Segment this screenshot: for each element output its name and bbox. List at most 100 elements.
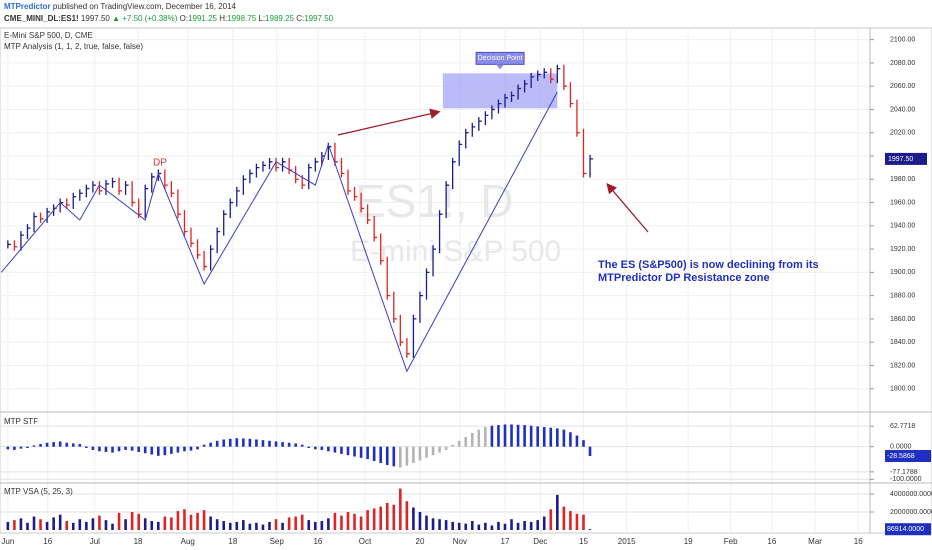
column (405, 501, 409, 530)
column (202, 444, 206, 447)
column (582, 514, 585, 530)
column (333, 446, 337, 453)
ohlc-key: C: (296, 14, 304, 23)
x-tick-label: Jun (1, 537, 14, 546)
column (39, 444, 42, 447)
y-tick-label: 2080.00 (890, 60, 915, 67)
y-tick-label: 1900.00 (890, 269, 915, 276)
column (320, 446, 324, 450)
column (71, 522, 75, 530)
column (39, 519, 42, 530)
column (346, 446, 350, 456)
price-bar (39, 212, 44, 223)
price-bar (334, 142, 338, 166)
column (137, 513, 140, 530)
column (549, 427, 553, 447)
column (490, 425, 494, 447)
y-tick-label: 1860.00 (890, 316, 915, 323)
column (111, 523, 114, 530)
ohlc-key: O: (180, 14, 188, 23)
watermark: E-mini S&P 500 (350, 235, 561, 268)
last-value: 86914.0000 (887, 526, 924, 533)
column (405, 446, 409, 466)
column (248, 438, 252, 447)
column (542, 516, 546, 530)
price-bar (497, 99, 502, 114)
column (588, 446, 592, 457)
price-bar (537, 70, 541, 81)
column (58, 441, 62, 447)
last-value-box (885, 450, 931, 463)
x-tick-label: 18 (134, 537, 143, 546)
price-bar (366, 204, 371, 224)
column (385, 503, 389, 530)
author: MTPredictor (4, 2, 51, 11)
column (300, 444, 304, 447)
column (26, 446, 29, 448)
arrow (337, 108, 441, 136)
price-bar (249, 169, 253, 184)
price-bar (523, 79, 528, 93)
column (274, 519, 278, 530)
column (255, 439, 258, 447)
price-bar (196, 239, 201, 259)
column (268, 521, 271, 530)
quote-line: CME_MINI_DL:ES1! 1997.50 ▲ +7.50 (+0.38%… (4, 14, 334, 23)
chart-subtitle: MTP Analysis (1, 1, 2, true, false, fals… (4, 42, 143, 51)
price-bar (177, 189, 181, 219)
column (222, 439, 226, 447)
price-bar (425, 268, 430, 300)
column (549, 509, 553, 530)
price-bar (295, 165, 299, 184)
ohlc-value: 1991.25 (188, 14, 217, 23)
column (13, 446, 16, 450)
column (32, 445, 36, 447)
column (497, 521, 500, 530)
x-tick-label: Mar (808, 537, 822, 546)
price-bar (438, 210, 443, 254)
price-bar (412, 314, 417, 358)
price-bar (66, 198, 70, 209)
column (327, 446, 330, 452)
x-tick-label: Aug (181, 537, 195, 546)
y-tick-label: -77.1788 (890, 469, 918, 476)
price-bar (491, 105, 495, 120)
column (150, 521, 154, 530)
column (385, 446, 389, 465)
price-bar (314, 157, 319, 172)
note: The ES (S&P500) is now declining from it… (598, 259, 819, 271)
column (242, 520, 245, 530)
column (438, 519, 441, 530)
price-bar (131, 181, 136, 207)
price-bar (373, 216, 378, 242)
price-bar (118, 177, 123, 195)
price-bar (209, 245, 214, 271)
column (425, 515, 428, 530)
column (484, 427, 487, 447)
column (65, 521, 69, 530)
x-tick-label: 15 (579, 537, 588, 546)
price-bar (275, 157, 280, 172)
column (451, 521, 454, 530)
column (529, 425, 533, 447)
price-bar (20, 231, 24, 251)
column (170, 446, 173, 454)
column (150, 446, 154, 455)
y-tick-label: 2060.00 (890, 83, 915, 90)
column (588, 529, 592, 530)
column (327, 518, 330, 530)
x-tick-label: 16 (767, 537, 776, 546)
column (307, 446, 311, 448)
column (307, 520, 311, 530)
column (215, 440, 219, 447)
column (477, 429, 481, 447)
price-bar (203, 250, 208, 271)
column (582, 440, 585, 447)
column (333, 512, 337, 530)
price-bar (360, 192, 365, 213)
ohlc-key: L: (258, 14, 265, 23)
price-bar (445, 181, 450, 219)
price-bar (550, 68, 554, 84)
watermark: ES1!, D (355, 175, 514, 227)
x-tick-label: Feb (724, 537, 738, 546)
